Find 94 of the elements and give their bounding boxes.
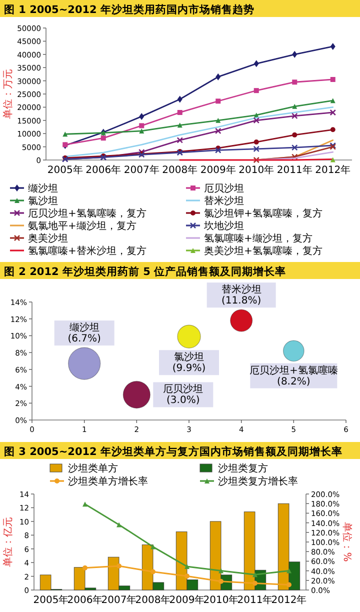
x-tick-label: 2010年 xyxy=(238,164,274,176)
legend-label: 缬沙坦 xyxy=(28,182,58,194)
point xyxy=(176,137,184,144)
point xyxy=(292,80,298,85)
point xyxy=(214,147,222,154)
point xyxy=(252,580,258,586)
point xyxy=(330,76,336,82)
x-tick-label: 2008年 xyxy=(135,594,171,606)
x-tick-label: 2012年 xyxy=(315,164,351,176)
legend-label: 沙坦类单方 xyxy=(68,462,118,474)
legend-label: 氯沙坦 xyxy=(28,195,58,207)
data-label: (6.7%) xyxy=(68,334,102,345)
series-label: 替米沙坦 xyxy=(221,284,262,296)
legend-label: 奥美沙坦+氢氯噻嗪，复方 xyxy=(204,245,322,257)
point xyxy=(216,118,221,123)
point xyxy=(254,88,259,94)
point xyxy=(150,544,156,550)
x-tick-label: 2010年 xyxy=(203,594,239,606)
legend-label: 沙坦类复方增长率 xyxy=(218,476,298,488)
data-label: (11.8%) xyxy=(222,296,262,307)
point xyxy=(330,127,336,132)
point xyxy=(291,144,298,151)
point xyxy=(184,564,190,569)
point xyxy=(184,574,190,579)
legend-label: 奥美沙坦 xyxy=(28,232,68,244)
point xyxy=(253,146,260,152)
point xyxy=(292,132,298,138)
point xyxy=(254,140,259,145)
x-tick-label: 2011年 xyxy=(237,594,273,606)
legend-label: 氨氯地平+缬沙坦，复方 xyxy=(28,220,136,232)
point xyxy=(82,565,88,570)
x-tick-label: 2005年 xyxy=(33,594,69,606)
chart-title: 图 3 2005~2012 年沙坦类单方与复方国内市场销售额及同期增长率 xyxy=(4,445,343,458)
legend-label: 沙坦类复方 xyxy=(218,462,268,474)
point xyxy=(218,568,224,574)
point xyxy=(216,98,221,104)
x-tick-label: 2009年 xyxy=(200,164,236,176)
point xyxy=(286,582,292,588)
series-label: 厄贝沙坦+氢氯噻嗪 xyxy=(249,364,338,376)
chart-title: 图 1 2005~2012 年沙坦类用药国内市场销售趋势 xyxy=(4,3,255,16)
legend-label: 坎地沙坦 xyxy=(203,220,244,232)
x-tick-label: 2007年 xyxy=(101,594,137,606)
point xyxy=(218,578,224,584)
y-axis-title: 单位：万元 xyxy=(2,69,14,119)
point xyxy=(291,112,298,120)
series-label: 缬沙坦 xyxy=(69,322,100,334)
data-label: (3.0%) xyxy=(166,395,200,406)
legend-label: 厄贝沙坦+氢氯噻嗪，复方 xyxy=(28,208,146,220)
point xyxy=(139,128,144,134)
legend-label: 氢氯噻嗪+替米沙坦，复方 xyxy=(28,245,146,257)
legend-label: 替米沙坦 xyxy=(204,195,244,207)
x-tick-label: 2006年 xyxy=(67,594,103,606)
x-tick-label: 2011年 xyxy=(276,164,312,176)
point xyxy=(254,60,259,68)
point xyxy=(139,123,144,128)
point xyxy=(116,522,122,528)
series-label: 厄贝沙坦 xyxy=(163,383,204,396)
series-label: 氯沙坦 xyxy=(174,351,204,364)
legend-label: 氯沙坦钾+氢氯噻嗪，复方 xyxy=(204,208,322,220)
point xyxy=(292,50,298,58)
point xyxy=(100,136,106,141)
y2-axis-title: 单位：% xyxy=(341,522,353,562)
point xyxy=(214,128,222,134)
point xyxy=(286,568,292,574)
x-tick-label: 2006年 xyxy=(86,164,122,176)
point xyxy=(292,104,298,109)
point xyxy=(330,98,336,104)
point xyxy=(216,73,221,80)
point xyxy=(253,117,260,124)
point xyxy=(330,109,336,116)
point xyxy=(62,132,68,137)
legend-label: 沙坦类单方增长率 xyxy=(68,476,148,488)
y-axis-title: 单位：亿元 xyxy=(2,517,14,567)
point xyxy=(139,112,144,120)
x-tick-label: 2009年 xyxy=(169,594,205,606)
legend-label: 氢氯噻嗪+缬沙坦，复方 xyxy=(204,232,312,244)
point xyxy=(177,122,182,128)
x-tick-label: 2005年 xyxy=(47,164,83,176)
data-label: (9.9%) xyxy=(172,363,206,374)
point xyxy=(116,564,122,568)
legend-label: 厄贝沙坦 xyxy=(204,182,244,194)
point xyxy=(253,156,260,164)
point xyxy=(150,569,156,574)
point xyxy=(291,154,298,160)
data-label: (8.2%) xyxy=(277,376,310,388)
x-tick-label: 2012年 xyxy=(271,594,307,606)
x-tick-label: 2007年 xyxy=(124,164,160,176)
point xyxy=(177,110,182,115)
point xyxy=(82,502,88,507)
point xyxy=(177,96,182,103)
chart-title: 图 2 2012 年沙坦类用药前 5 位产品销售额及同期增长率 xyxy=(4,265,286,278)
x-tick-label: 2008年 xyxy=(162,164,198,176)
point xyxy=(330,42,336,50)
point xyxy=(252,572,258,578)
